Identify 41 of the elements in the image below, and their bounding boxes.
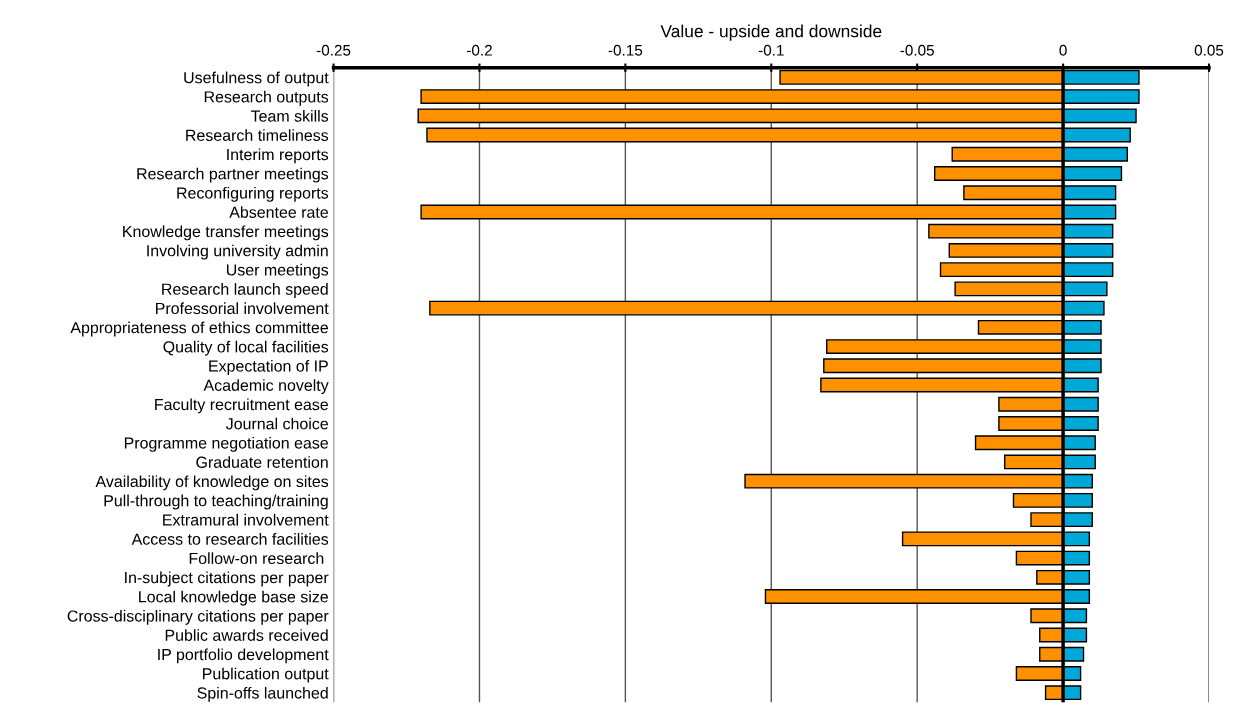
y-tick-label: Availability of knowledge on sites — [95, 475, 329, 491]
y-tick-label: IP portfolio development — [158, 648, 329, 664]
x-tick-label: -0.05 — [900, 44, 934, 56]
y-tick-label: Follow-on research — [189, 552, 324, 565]
x-tick-label: 0.05 — [1194, 44, 1224, 56]
x-tick-label: -0.1 — [758, 44, 784, 56]
y-tick-label: Knowledge transfer meetings — [123, 225, 329, 241]
y-tick-label: Interim reports — [227, 148, 329, 164]
y-tick-label: Research partner meetings — [137, 167, 329, 183]
y-tick-label: Cross-disciplinary citations per paper — [67, 609, 329, 625]
y-tick-label: Usefulness of output — [184, 71, 329, 87]
y-tick-label: Graduate retention — [196, 456, 328, 468]
y-tick-label: In-subject citations per paper — [125, 571, 329, 587]
y-tick-label: Research outputs — [204, 90, 329, 106]
y-tick-label: Professorial involvement — [156, 302, 329, 315]
x-tick-label: 0 — [1059, 44, 1067, 56]
x-tick-label: -0.15 — [608, 44, 643, 56]
y-tick-label: Extramural involvement — [163, 513, 329, 526]
x-tick-label: -0.2 — [466, 44, 492, 56]
y-tick-label: User meetings — [226, 263, 329, 279]
chart-title: Value - upside and downside — [660, 24, 882, 41]
y-tick-label: Access to research facilities — [131, 533, 329, 545]
y-tick-label: Academic novelty — [203, 379, 329, 395]
y-tick-label: Appropriateness of ethics committee — [70, 321, 329, 337]
y-tick-label: Research timeliness — [186, 129, 329, 141]
y-tick-label: Absentee rate — [229, 206, 328, 218]
y-tick-label: Public awards received — [165, 629, 328, 641]
y-tick-label: Involving university admin — [147, 244, 328, 260]
y-tick-label: Pull-through to teaching/training — [104, 494, 328, 510]
y-tick-label: Team skills — [250, 110, 329, 122]
y-tick-label: Local knowledge base size — [139, 590, 328, 606]
y-tick-label: Journal choice — [225, 417, 328, 430]
y-tick-label: Spin-offs launched — [197, 686, 328, 702]
y-tick-label: Publication output — [203, 667, 329, 683]
y-tick-label: Faculty recruitment ease — [155, 398, 328, 414]
y-tick-label: Reconfiguring reports — [177, 186, 329, 202]
y-tick-label: Quality of local facilities — [163, 340, 329, 356]
y-tick-label: Research launch speed — [162, 283, 328, 298]
y-tick-label: Expectation of IP — [209, 360, 328, 375]
y-tick-label: Programme negotiation ease — [124, 436, 328, 452]
x-tick-label: -0.25 — [316, 44, 351, 56]
